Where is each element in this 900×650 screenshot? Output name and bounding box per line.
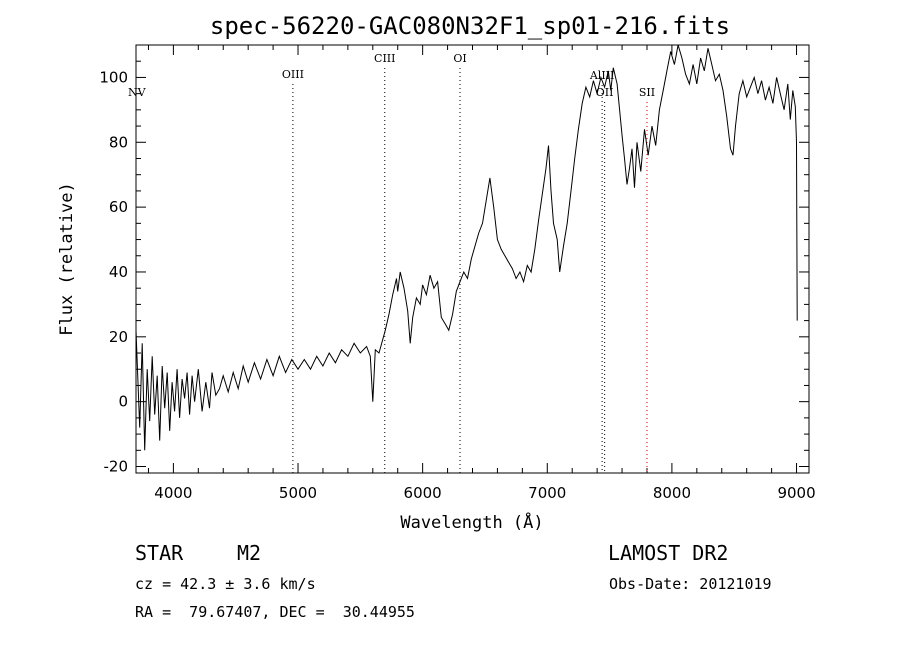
y-axis-ticks: -20 0 20 40 60 80 100 <box>99 60 809 476</box>
x-tick-label: 6000 <box>404 484 442 502</box>
y-axis-label: Flux (relative) <box>57 182 77 336</box>
chart-title: spec-56220-GAC080N32F1_sp01-216.fits <box>210 12 730 40</box>
spectral-line-label: OI <box>453 52 466 65</box>
spectral-line-label: NV <box>128 86 147 99</box>
x-tick-label: 5000 <box>279 484 317 502</box>
spectral-line-label: OII <box>596 86 614 99</box>
x-tick-label: 4000 <box>154 484 192 502</box>
y-tick-label: 20 <box>109 328 128 346</box>
y-tick-label: -20 <box>104 458 129 476</box>
x-axis-label: Wavelength (Å) <box>400 511 543 533</box>
y-tick-label: 60 <box>109 198 128 216</box>
y-tick-label: 100 <box>99 68 128 86</box>
object-subclass: M2 <box>237 541 262 565</box>
y-tick-label: 0 <box>118 393 128 411</box>
x-tick-label: 8000 <box>653 484 691 502</box>
redshift-info: cz = 42.3 ± 3.6 km/s <box>135 575 316 593</box>
survey-name: LAMOST DR2 <box>608 541 729 565</box>
spectral-line-label: SII <box>639 86 655 99</box>
y-tick-label: 40 <box>109 263 128 281</box>
object-class: STAR <box>135 541 184 565</box>
x-axis-ticks: 4000 5000 6000 7000 8000 9000 <box>147 45 816 502</box>
y-tick-label: 80 <box>109 133 128 151</box>
spectral-line-label: CIII <box>374 52 395 65</box>
spectral-line-label: OIII <box>282 68 304 81</box>
x-tick-label: 9000 <box>777 484 815 502</box>
plot-frame <box>135 44 810 474</box>
obs-date: Obs-Date: 20121019 <box>609 575 772 593</box>
spectrum-line <box>135 44 798 451</box>
coordinates: RA = 79.67407, DEC = 30.44955 <box>135 603 415 621</box>
x-tick-label: 7000 <box>528 484 566 502</box>
